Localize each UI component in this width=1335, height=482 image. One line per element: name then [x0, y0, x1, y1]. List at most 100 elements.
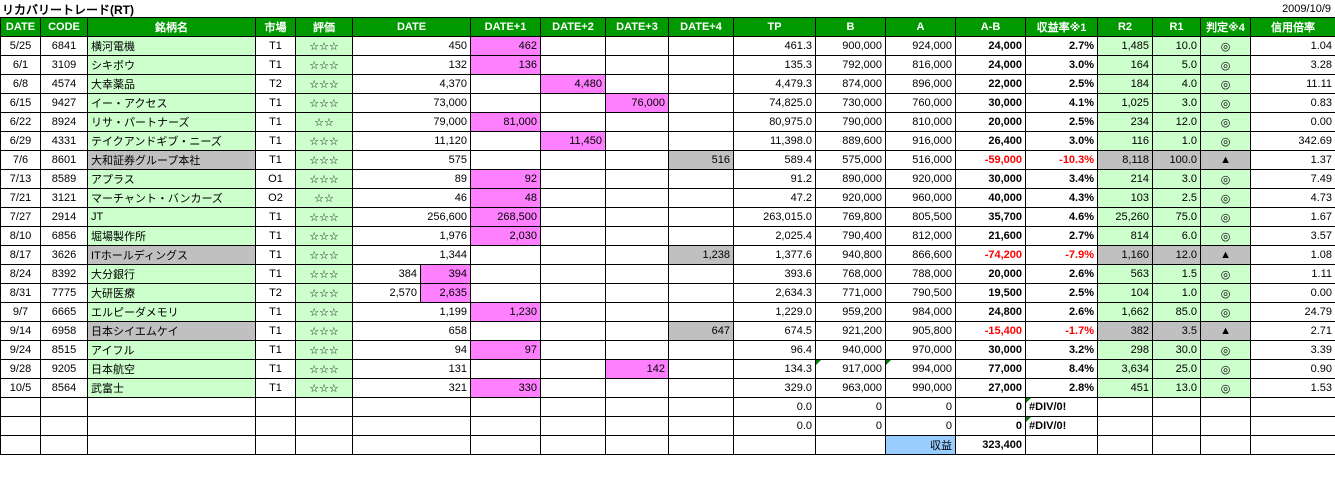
cell-d0[interactable] [351, 397, 472, 417]
cell-d3[interactable] [605, 416, 670, 436]
cell-yield[interactable]: 2.5% [1025, 112, 1099, 132]
cell-d3[interactable] [605, 302, 670, 322]
cell-d0[interactable]: 321 [351, 378, 472, 398]
cell-d2[interactable] [540, 112, 607, 132]
cell-d2[interactable] [540, 264, 607, 284]
cell-d4[interactable] [668, 74, 735, 94]
cell-r2[interactable]: 103 [1097, 188, 1154, 208]
cell-r2[interactable]: 3,634 [1097, 359, 1154, 379]
cell-rating[interactable]: ☆☆☆ [295, 283, 353, 303]
cell-d2[interactable] [540, 359, 607, 379]
cell-ab[interactable]: 19,500 [955, 283, 1027, 303]
cell-name[interactable]: 日本航空 [87, 359, 256, 379]
cell-name[interactable] [87, 397, 256, 417]
cell-ab[interactable]: 0 [955, 397, 1027, 417]
cell-date[interactable]: 6/8 [0, 74, 41, 94]
cell-market[interactable]: T1 [255, 207, 296, 227]
cell-ratio[interactable]: 1.67 [1250, 207, 1335, 227]
cell-d3[interactable] [605, 321, 670, 341]
cell-yield[interactable]: 3.0% [1025, 131, 1099, 151]
cell-code[interactable]: 4574 [40, 74, 88, 94]
cell-yield[interactable]: 2.5% [1025, 74, 1099, 94]
cell-market[interactable]: T1 [255, 55, 296, 75]
cell-a[interactable]: 0 [885, 416, 957, 436]
cell-d1[interactable]: 92 [470, 169, 542, 189]
cell-ab[interactable]: 24,000 [955, 36, 1027, 56]
cell-r1[interactable]: 1.5 [1152, 264, 1202, 284]
cell-a[interactable]: 866,600 [885, 245, 957, 265]
cell-r1[interactable]: 5.0 [1152, 55, 1202, 75]
cell-b[interactable]: 874,000 [815, 74, 887, 94]
cell-d2[interactable] [540, 416, 607, 436]
cell-d4[interactable] [668, 207, 735, 227]
cell-rating[interactable]: ☆☆☆ [295, 207, 353, 227]
cell-yield[interactable]: 4.1% [1025, 93, 1099, 113]
cell-date[interactable]: 9/7 [0, 302, 41, 322]
cell-judge[interactable]: ◎ [1200, 283, 1252, 303]
cell-b[interactable]: 790,400 [815, 226, 887, 246]
cell-d0[interactable]: 4,370 [351, 74, 472, 94]
cell-d3[interactable] [605, 378, 670, 398]
cell-d4[interactable] [668, 378, 735, 398]
cell-r2[interactable]: 25,260 [1097, 207, 1154, 227]
cell-d4[interactable] [668, 302, 735, 322]
cell-date[interactable]: 9/24 [0, 340, 41, 360]
cell-b[interactable]: 0 [815, 397, 887, 417]
cell-ratio[interactable]: 2.71 [1250, 321, 1335, 341]
cell-name[interactable]: エルピーダメモリ [87, 302, 256, 322]
cell-date[interactable]: 6/1 [0, 55, 41, 75]
cell-market[interactable] [255, 397, 296, 417]
cell-d2[interactable] [540, 378, 607, 398]
cell-yield[interactable]: -10.3% [1025, 150, 1099, 170]
cell-d0x[interactable]: 2,635 [419, 283, 472, 303]
cell-r2[interactable]: 104 [1097, 283, 1154, 303]
cell-d4[interactable] [668, 131, 735, 151]
cell-name[interactable]: ITホールディングス [87, 245, 256, 265]
cell-b[interactable]: 900,000 [815, 36, 887, 56]
cell-ratio[interactable] [1250, 416, 1335, 436]
cell-d2[interactable] [540, 302, 607, 322]
cell-code[interactable]: 8392 [40, 264, 88, 284]
cell-yield[interactable]: 2.6% [1025, 264, 1099, 284]
cell-yield[interactable]: 4.3% [1025, 188, 1099, 208]
cell-ab[interactable]: 77,000 [955, 359, 1027, 379]
cell-ratio[interactable]: 3.39 [1250, 340, 1335, 360]
cell-market[interactable]: T1 [255, 93, 296, 113]
cell-d3[interactable] [605, 131, 670, 151]
cell-d4[interactable] [668, 55, 735, 75]
cell-r1[interactable]: 85.0 [1152, 302, 1202, 322]
cell-ab[interactable]: 30,000 [955, 340, 1027, 360]
cell-d4[interactable] [668, 416, 735, 436]
cell-d0[interactable]: 73,000 [351, 93, 472, 113]
cell-d1[interactable] [470, 264, 542, 284]
cell-b[interactable]: 575,000 [815, 150, 887, 170]
cell-a[interactable]: 896,000 [885, 74, 957, 94]
cell-yield[interactable]: 2.6% [1025, 302, 1099, 322]
cell-r1[interactable]: 2.5 [1152, 188, 1202, 208]
cell-d1[interactable] [470, 93, 542, 113]
cell-b[interactable]: 920,000 [815, 188, 887, 208]
cell-d4[interactable]: 1,238 [668, 245, 735, 265]
cell-ratio[interactable]: 3.28 [1250, 55, 1335, 75]
cell-market[interactable]: T1 [255, 36, 296, 56]
cell-d2[interactable] [540, 245, 607, 265]
cell-d0[interactable]: 575 [351, 150, 472, 170]
cell-rating[interactable]: ☆☆☆ [295, 226, 353, 246]
cell-a[interactable]: 516,000 [885, 150, 957, 170]
cell-ab[interactable]: -59,000 [955, 150, 1027, 170]
cell-d1[interactable]: 462 [470, 36, 542, 56]
cell-r2[interactable] [1097, 416, 1154, 436]
cell-judge[interactable]: ◎ [1200, 226, 1252, 246]
cell-date[interactable]: 9/14 [0, 321, 41, 341]
cell-ab[interactable]: -15,400 [955, 321, 1027, 341]
cell-market[interactable]: O2 [255, 188, 296, 208]
cell-code[interactable] [40, 435, 88, 455]
cell-r2[interactable]: 451 [1097, 378, 1154, 398]
cell-judge[interactable]: ▲ [1200, 245, 1252, 265]
cell-rating[interactable] [295, 397, 353, 417]
cell-rating[interactable]: ☆☆☆ [295, 321, 353, 341]
cell-ab[interactable]: 30,000 [955, 93, 1027, 113]
cell-r2[interactable]: 298 [1097, 340, 1154, 360]
cell-d3[interactable] [605, 340, 670, 360]
cell-judge[interactable] [1200, 416, 1252, 436]
